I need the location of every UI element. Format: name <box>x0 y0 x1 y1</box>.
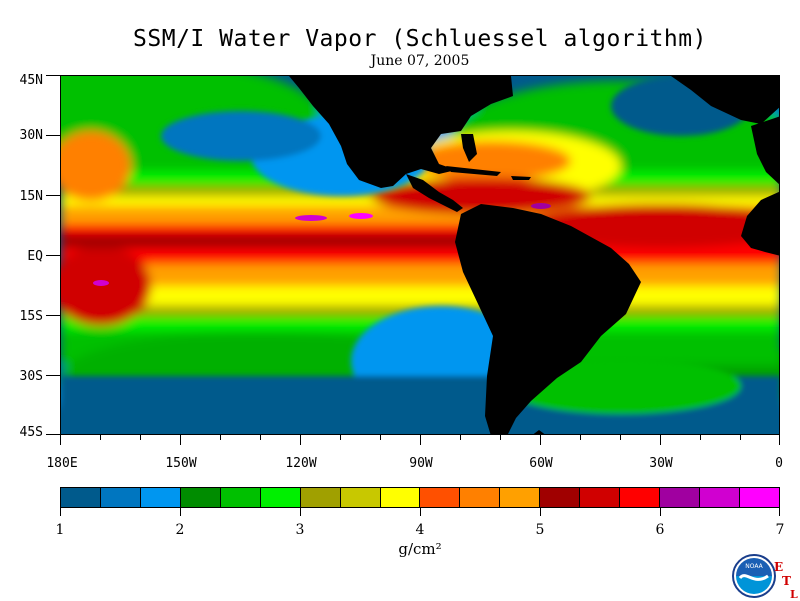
noaa-logo: NOAA <box>732 554 776 598</box>
color-scale-cell <box>580 488 621 507</box>
lon-tick <box>220 435 221 440</box>
lat-tick <box>46 135 60 136</box>
lon-label-0: 0 <box>775 456 783 471</box>
lon-tick <box>380 435 381 440</box>
color-scale-tick <box>60 508 61 516</box>
color-scale-cell <box>61 488 101 507</box>
color-scale-cell <box>100 488 141 507</box>
lon-tick <box>540 435 541 445</box>
color-scale-tick <box>540 508 541 516</box>
units-label: g/cm² <box>398 540 442 558</box>
max-vapor-spots <box>93 203 551 286</box>
logo-text: NOAA <box>745 563 763 570</box>
etl-letter-l: L <box>790 588 798 601</box>
lon-tick <box>740 435 741 440</box>
lon-label-30w: 30W <box>649 456 673 471</box>
color-scale-label: 7 <box>775 522 785 538</box>
lon-tick <box>180 435 181 445</box>
color-scale-tick <box>779 508 780 516</box>
lon-tick <box>420 435 421 445</box>
lon-label-90w: 90W <box>409 456 433 471</box>
color-scale-cell <box>700 488 740 507</box>
etl-letter-e: E <box>774 560 784 574</box>
lat-tick <box>46 195 60 196</box>
vapor-field <box>61 76 779 421</box>
lat-label-30n: 30N <box>19 128 43 143</box>
color-scale-tick <box>420 508 421 516</box>
lon-tick <box>779 435 780 445</box>
color-scale-cell <box>660 488 700 507</box>
lat-tick <box>46 315 60 316</box>
lon-tick <box>700 435 701 440</box>
color-scale-cell <box>340 488 381 507</box>
color-scale-tick <box>180 508 181 516</box>
color-scale-cell <box>500 488 541 507</box>
lat-label-eq: EQ <box>27 249 43 264</box>
lon-label-120w: 120W <box>285 456 317 471</box>
color-scale-label: 6 <box>655 522 665 538</box>
map-svg <box>61 76 779 434</box>
color-scale-cell <box>140 488 181 507</box>
lon-tick <box>660 435 661 445</box>
lon-tick <box>140 435 141 440</box>
color-scale-label: 1 <box>55 522 65 538</box>
lat-label-15s: 15S <box>19 309 43 324</box>
color-scale-cell <box>300 488 341 507</box>
color-scale-cell <box>180 488 221 507</box>
lat-tick <box>46 434 60 435</box>
color-scale-cell <box>260 488 301 507</box>
lon-tick <box>620 435 621 440</box>
color-scale-cell <box>620 488 661 507</box>
color-scale-cell <box>380 488 421 507</box>
lon-tick <box>460 435 461 440</box>
lat-label-45s: 45S <box>19 425 43 440</box>
color-scale-cell <box>739 488 779 507</box>
lon-tick <box>340 435 341 440</box>
lon-label-60w: 60W <box>529 456 553 471</box>
color-scale-tick <box>660 508 661 516</box>
lon-tick <box>580 435 581 440</box>
lat-tick <box>46 375 60 376</box>
color-scale-bar <box>60 487 780 508</box>
color-scale-cell <box>220 488 261 507</box>
lon-tick <box>60 435 61 445</box>
chart-date: June 07, 2005 <box>370 53 470 69</box>
lon-label-150w: 150W <box>165 456 197 471</box>
lat-label-45n: 45N <box>19 73 43 88</box>
lon-label-180e: 180E <box>46 456 78 471</box>
color-scale-label: 5 <box>535 522 545 538</box>
lat-label-15n: 15N <box>19 189 43 204</box>
color-scale-tick <box>300 508 301 516</box>
color-scale-cell <box>540 488 581 507</box>
lat-tick <box>46 75 60 76</box>
lat-tick <box>46 255 60 256</box>
lon-tick <box>260 435 261 440</box>
color-scale-label: 4 <box>415 522 425 538</box>
color-scale-cell <box>420 488 461 507</box>
color-scale-label: 3 <box>295 522 305 538</box>
color-scale-label: 2 <box>175 522 185 538</box>
chart-title: SSM/I Water Vapor (Schluessel algorithm) <box>133 26 707 52</box>
lon-tick <box>300 435 301 445</box>
lat-label-30s: 30S <box>19 369 43 384</box>
etl-letter-t: T <box>782 574 791 588</box>
lon-tick <box>100 435 101 440</box>
color-scale-cell <box>460 488 501 507</box>
land-masses <box>289 76 779 434</box>
lon-tick <box>500 435 501 440</box>
water-vapor-map <box>60 75 780 435</box>
